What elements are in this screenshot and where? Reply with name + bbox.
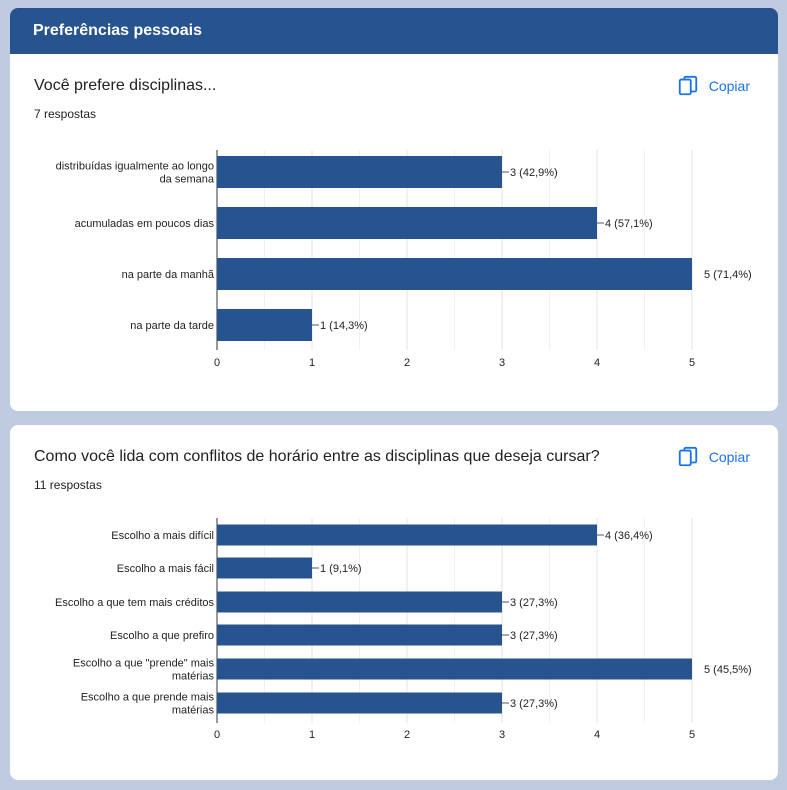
x-tick-label: 0 (214, 357, 220, 369)
category-label: Escolho a mais fácil (117, 563, 214, 575)
bar (217, 156, 502, 188)
category-label: acumuladas em poucos dias (75, 218, 215, 230)
bar (217, 258, 692, 290)
data-label: 3 (27,3%) (510, 597, 558, 609)
question-card-2: Como você lida com conflitos de horário … (10, 425, 778, 780)
category-label: Escolho a que prende mais matérias (81, 692, 215, 717)
category-label: Escolho a que "prende" mais matérias (73, 658, 215, 683)
response-count: 7 respostas (34, 107, 97, 121)
data-label: 4 (57,1%) (605, 218, 653, 230)
bar (217, 591, 502, 613)
question-title: Como você lida com conflitos de horário … (34, 448, 600, 465)
bar (217, 557, 312, 579)
copy-label: Copiar (708, 78, 750, 94)
x-tick-label: 1 (309, 357, 315, 369)
data-label: 5 (71,4%) (704, 269, 752, 281)
x-tick-label: 5 (689, 729, 695, 741)
data-label: 3 (27,3%) (510, 698, 558, 710)
x-tick-label: 0 (214, 729, 220, 741)
response-count: 11 respostas (34, 478, 102, 492)
category-label: Escolho a que tem mais créditos (55, 597, 214, 609)
bar (217, 624, 502, 646)
x-tick-label: 4 (594, 729, 600, 741)
category-label: na parte da manhã (122, 269, 215, 281)
x-tick-label: 5 (689, 357, 695, 369)
data-label: 4 (36,4%) (605, 530, 653, 542)
x-tick-label: 2 (404, 729, 410, 741)
copy-chart-button[interactable]: Copiar (677, 74, 750, 98)
category-label: Escolho a mais difícil (111, 530, 214, 542)
copy-icon (678, 75, 697, 96)
bar (217, 207, 597, 239)
bar-chart: Escolho a mais difícil 4 (36,4%) Escolho a… (55, 518, 752, 741)
bar (217, 692, 502, 714)
category-label: na parte da tarde (130, 320, 214, 332)
question-title: Você prefere disciplinas... (34, 77, 217, 94)
data-label: 1 (9,1%) (320, 563, 362, 575)
bar (217, 658, 692, 680)
x-tick-label: 3 (499, 357, 505, 369)
copy-chart-button[interactable]: Copiar (677, 445, 750, 469)
question-card-1: Você prefere disciplinas... 7 respostas … (10, 54, 778, 411)
category-label: distribuídas igualmente ao longo da seman… (56, 161, 215, 186)
x-tick-label: 1 (309, 729, 315, 741)
bar-chart: distribuídas igualmente ao longo da seman… (56, 150, 752, 369)
section-header: Preferências pessoais (10, 8, 778, 54)
x-tick-label: 3 (499, 729, 505, 741)
data-label: 5 (45,5%) (704, 664, 752, 676)
copy-label: Copiar (708, 449, 750, 465)
data-label: 3 (27,3%) (510, 630, 558, 642)
bar (217, 524, 597, 546)
data-label: 3 (42,9%) (510, 167, 558, 179)
x-tick-label: 2 (404, 357, 410, 369)
data-label: 1 (14,3%) (320, 320, 368, 332)
section-title: Preferências pessoais (33, 22, 202, 39)
copy-icon (678, 446, 697, 467)
bar (217, 309, 312, 341)
category-label: Escolho a que prefiro (110, 630, 214, 642)
x-tick-label: 4 (594, 357, 600, 369)
